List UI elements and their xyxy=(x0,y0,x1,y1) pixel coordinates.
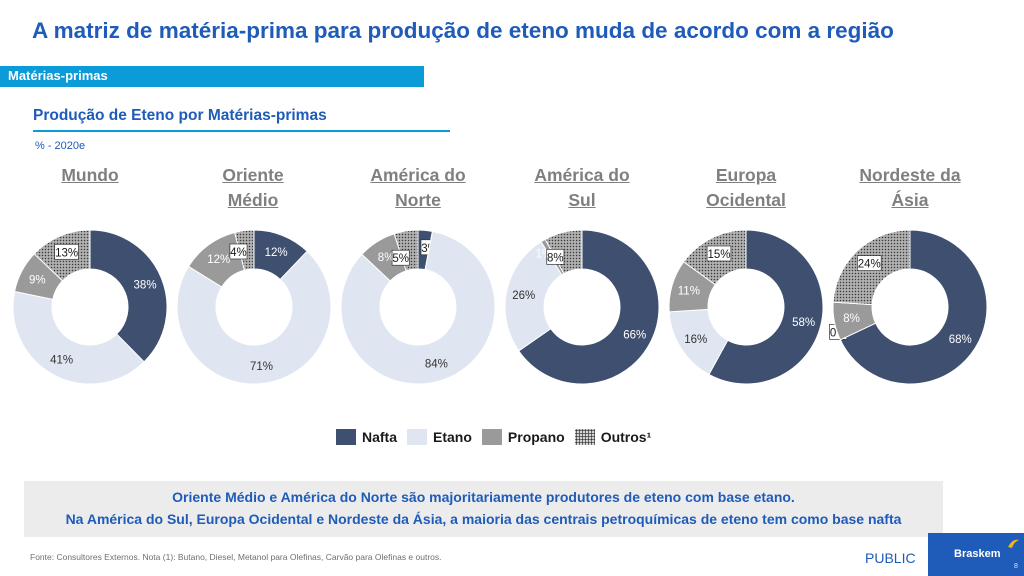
donut-segment-nafta xyxy=(839,229,988,385)
donut-segment-etano xyxy=(340,230,496,385)
data-label-outros: 5% xyxy=(392,253,409,265)
region-title-line: Nordeste da xyxy=(859,165,961,185)
legend-item-propano: Propano xyxy=(481,429,565,445)
data-label-etano: 41% xyxy=(50,354,73,366)
region-title-line: Norte xyxy=(395,190,441,210)
data-label-etano: 26% xyxy=(512,290,535,302)
donut-segment-etano xyxy=(504,241,563,352)
data-label-etano: 84% xyxy=(425,359,448,371)
region-title-line: Oriente xyxy=(222,165,284,185)
data-label-propano: 11% xyxy=(678,285,700,297)
data-label-propano: 9% xyxy=(29,274,46,286)
legend-swatch-outros xyxy=(574,429,595,445)
legend-label-etano: Etano xyxy=(433,429,472,445)
chart-title: Produção de Eteno por Matérias-primas xyxy=(33,107,327,124)
brand-name: Braskem xyxy=(954,548,1001,560)
region-title-line: Ásia xyxy=(891,190,929,210)
data-label-etano: 16% xyxy=(684,334,707,346)
region-title-line: Ocidental xyxy=(706,190,786,210)
data-label-outros: 24% xyxy=(858,259,881,271)
legend-swatch-nafta xyxy=(336,429,356,445)
region-title-america-do-sul: América do Sul xyxy=(507,163,657,213)
source-footnote: Fonte: Consultores Externos. Nota (1): B… xyxy=(30,552,442,562)
slide-title: A matriz de matéria-prima para produção … xyxy=(32,18,894,43)
data-label-nafta: 58% xyxy=(792,317,815,329)
legend-label-nafta: Nafta xyxy=(362,429,398,445)
donut-segment-etano xyxy=(176,250,332,385)
region-title-line: América do xyxy=(370,165,466,185)
region-title-line: América do xyxy=(534,165,630,185)
callout-line-2: Na América do Sul, Europa Ocidental e No… xyxy=(65,511,902,527)
braskem-logo-icon xyxy=(1008,539,1019,548)
region-title-nordeste-da-asia: Nordeste da Ásia xyxy=(835,163,985,213)
legend-swatch-etano xyxy=(407,429,428,445)
brand-footer: Braskem 8 xyxy=(928,533,1024,576)
legend-label-propano: Propano xyxy=(507,429,565,445)
data-label-box xyxy=(229,243,248,260)
data-label-box xyxy=(706,245,732,262)
region-title-line: Sul xyxy=(568,190,596,210)
data-label-box xyxy=(391,249,410,266)
key-takeaway-callout: Oriente Médio e América do Norte são maj… xyxy=(24,481,943,537)
chart-legend: Nafta Etano Propano Outros¹ xyxy=(336,428,661,446)
data-label-outros: 4% xyxy=(230,247,247,259)
donut-segment-nafta xyxy=(89,229,168,363)
section-label: Matérias-primas xyxy=(8,68,108,83)
data-label-propano: 12% xyxy=(207,254,230,266)
data-label-propano: 8% xyxy=(843,313,860,325)
data-label-outros: 8% xyxy=(547,252,564,264)
region-title-mundo: Mundo xyxy=(15,163,165,188)
data-label-outros: 13% xyxy=(55,247,78,259)
region-title-america-do-norte: América do Norte xyxy=(343,163,493,213)
data-label-nafta: 38% xyxy=(134,279,157,291)
donut-segment-nafta xyxy=(518,229,660,385)
data-label-box xyxy=(546,248,565,265)
legend-label-outros: Outros¹ xyxy=(600,429,652,445)
donut-segment-etano xyxy=(12,290,145,385)
data-label-outros: 15% xyxy=(707,249,730,261)
section-bar: Matérias-primas xyxy=(0,66,424,87)
legend-swatch-propano xyxy=(481,429,502,445)
data-label-propano: 8% xyxy=(378,252,395,264)
legend-item-nafta: Nafta xyxy=(336,429,397,445)
classification-label: PUBLIC xyxy=(865,550,916,566)
data-label-nafta: 68% xyxy=(949,334,972,346)
legend-item-etano: Etano xyxy=(407,429,472,445)
region-title-line: Médio xyxy=(227,190,279,210)
data-label-box xyxy=(54,243,79,260)
callout-line-1: Oriente Médio e América do Norte são maj… xyxy=(172,489,795,505)
legend-item-outros: Outros¹ xyxy=(574,429,652,445)
chart-title-underline xyxy=(33,130,450,132)
region-title-oriente-medio: Oriente Médio xyxy=(178,163,328,213)
region-title-line: Europa xyxy=(715,165,777,185)
data-label-nafta: 66% xyxy=(623,330,646,342)
units-note: % - 2020e xyxy=(35,140,86,152)
region-title-line: Mundo xyxy=(61,165,119,185)
region-title-europa-ocidental: Europa Ocidental xyxy=(671,163,821,213)
data-label-etano: 71% xyxy=(250,361,273,373)
data-label-box xyxy=(857,255,882,271)
page-number: 8 xyxy=(1014,563,1018,570)
data-label-nafta: 12% xyxy=(265,247,288,259)
donut-segment-nafta xyxy=(708,229,824,385)
